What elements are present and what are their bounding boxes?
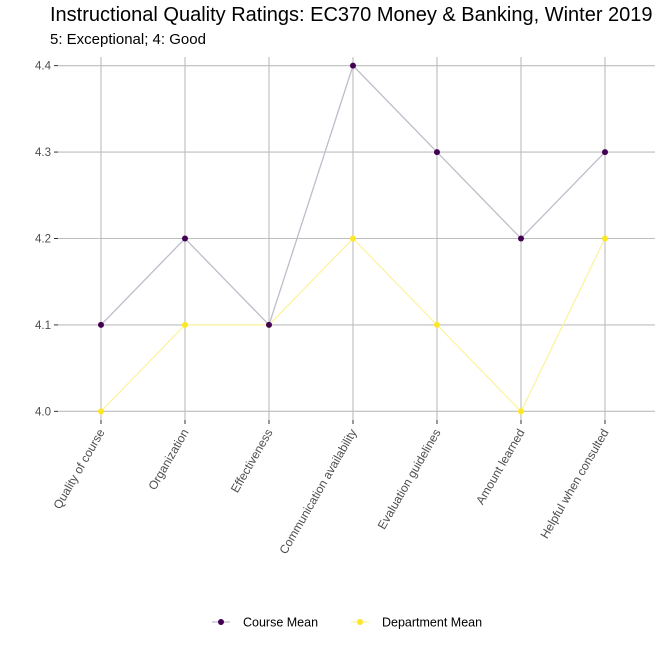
chart-title: Instructional Quality Ratings: EC370 Mon… (50, 4, 653, 26)
data-point-series-0 (98, 321, 104, 328)
data-point-series-0 (350, 62, 356, 69)
x-tick-label: Communication availability (276, 427, 359, 557)
data-point-series-1 (182, 321, 188, 328)
data-point-series-1 (350, 235, 356, 242)
y-tick-label: 4.1 (35, 320, 51, 332)
legend: Course Mean Department Mean (212, 616, 482, 630)
y-tick-label: 4.3 (35, 147, 51, 159)
x-axis: Quality of course Organization Effectivene… (50, 420, 612, 557)
y-tick-label: 4.0 (35, 406, 51, 418)
gridlines (58, 57, 655, 420)
y-axis: 4.0 4.1 4.2 4.3 4.4 (35, 61, 58, 418)
legend-label: Course Mean (243, 616, 318, 630)
data-point-series-0 (434, 149, 440, 156)
chart-subtitle: 5: Exceptional; 4: Good (50, 31, 206, 48)
series-points (98, 62, 608, 415)
data-point-series-1 (98, 408, 104, 415)
data-point-series-0 (182, 235, 188, 242)
data-point-series-1 (518, 408, 524, 415)
x-tick-label: Amount learned (473, 427, 527, 507)
legend-key-point (357, 619, 363, 625)
data-point-series-1 (602, 235, 608, 242)
x-tick-label: Organization (145, 427, 191, 493)
data-point-series-0 (518, 235, 524, 242)
data-point-series-0 (602, 149, 608, 156)
data-point-series-1 (434, 321, 440, 328)
x-tick-label: Effectiveness (228, 427, 276, 496)
legend-key-point (218, 619, 224, 625)
data-point-series-0 (266, 321, 272, 328)
x-tick-label: Helpful when consulted (537, 427, 611, 541)
y-tick-label: 4.2 (35, 234, 51, 246)
legend-label: Department Mean (382, 616, 482, 630)
x-tick-label: Quality of course (50, 426, 107, 511)
y-tick-label: 4.4 (35, 61, 52, 73)
x-tick-label: Evaluation guidelines (375, 427, 444, 532)
